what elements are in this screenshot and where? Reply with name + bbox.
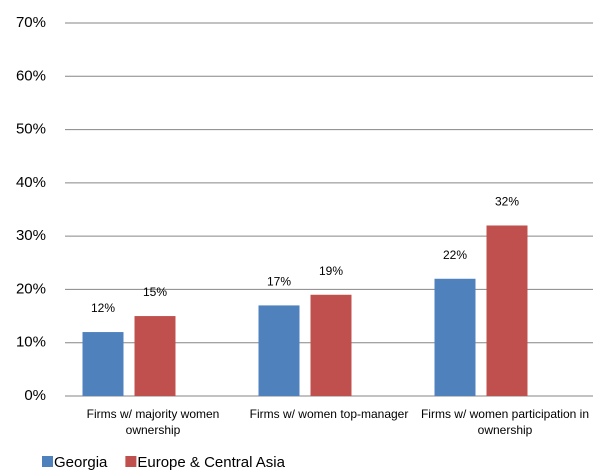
y-tick-label: 40% <box>16 174 46 191</box>
data-label: 22% <box>443 248 467 262</box>
bar <box>310 294 352 396</box>
y-tick-label: 30% <box>16 227 46 244</box>
x-tick-label: Firms w/ majority women ownership <box>86 407 220 437</box>
y-tick-label: 50% <box>16 121 46 138</box>
legend-label: Georgia <box>54 454 108 471</box>
legend-swatch <box>125 456 137 467</box>
y-tick-label: 20% <box>16 280 46 297</box>
y-tick-label: 10% <box>16 334 46 351</box>
legend-label: Europe & Central Asia <box>137 454 285 471</box>
x-tick-label: Firms w/ women participation in ownershi… <box>420 407 590 437</box>
y-tick-label: 70% <box>16 14 46 31</box>
y-tick-label: 0% <box>24 387 46 404</box>
data-label: 17% <box>267 275 291 289</box>
data-label: 12% <box>91 301 115 315</box>
bar <box>434 278 476 396</box>
bar <box>134 316 176 396</box>
data-label: 15% <box>143 285 167 299</box>
data-label: 32% <box>495 195 519 209</box>
data-label: 19% <box>319 264 343 278</box>
bar <box>258 305 300 396</box>
bar <box>82 332 124 396</box>
legend-swatch <box>42 456 53 467</box>
y-tick-label: 60% <box>16 67 46 84</box>
bar <box>486 225 528 396</box>
x-tick-label: Firms w/ women top-manager <box>249 407 409 421</box>
